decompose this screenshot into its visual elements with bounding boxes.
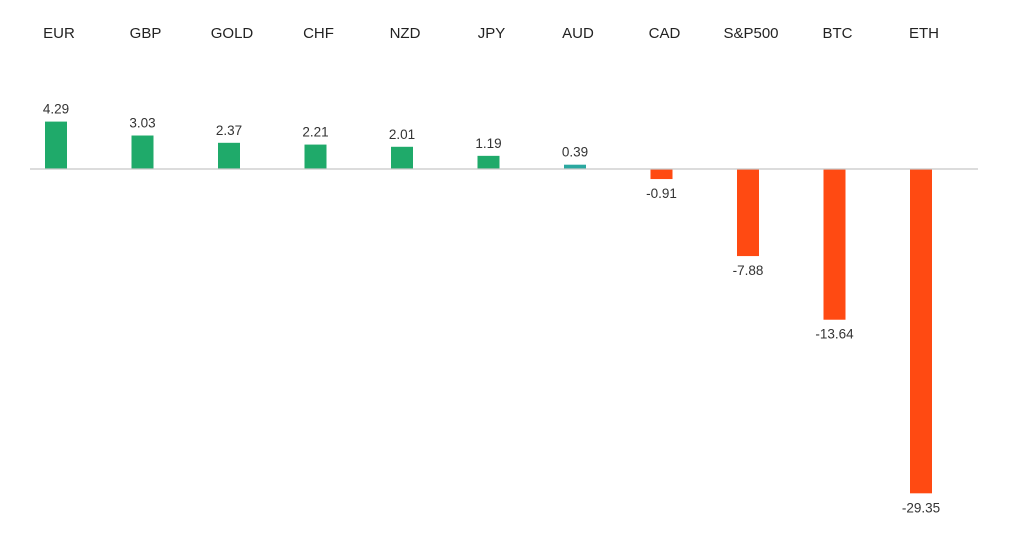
category-label-btc: BTC: [823, 25, 853, 42]
category-labels: EUR GBP GOLD CHF NZD JPY AUD CAD S&P500 BTC ETH: [43, 25, 939, 42]
category-label-chf: CHF: [303, 25, 334, 42]
bar-aud: [564, 164, 586, 169]
value-label-nzd: 2.01: [389, 127, 415, 142]
bar-cad: [650, 169, 673, 180]
bar-btc: [823, 169, 846, 320]
bar-nzd: [391, 146, 413, 169]
value-labels: 4.29 3.03 2.37 2.21 2.01 1.19 0.39 -0.91 -7.88 -1…: [43, 102, 940, 516]
value-label-aud: 0.39: [562, 145, 588, 160]
bar-eth: [910, 169, 932, 494]
bar-s-p500: [737, 169, 759, 257]
bar-gold: [218, 142, 240, 169]
category-label-jpy: JPY: [478, 25, 506, 42]
value-label-gold: 2.37: [216, 123, 242, 138]
value-label-eth: -29.35: [902, 500, 940, 515]
category-label-eth: ETH: [909, 25, 939, 42]
category-label-gbp: GBP: [130, 25, 162, 42]
value-label-btc: -13.64: [815, 327, 854, 342]
category-label-gold: GOLD: [211, 25, 254, 42]
bar-gbp: [131, 135, 154, 169]
value-label-eur: 4.29: [43, 102, 69, 117]
category-label-cad: CAD: [649, 25, 681, 42]
category-label-aud: AUD: [562, 25, 594, 42]
value-label-chf: 2.21: [302, 125, 328, 140]
category-label-s-p500: S&P500: [723, 25, 778, 42]
value-label-s-p500: -7.88: [733, 263, 764, 278]
category-label-nzd: NZD: [390, 25, 421, 42]
category-label-eur: EUR: [43, 25, 75, 42]
bar-chf: [304, 144, 327, 169]
bars: [45, 121, 932, 494]
value-label-cad: -0.91: [646, 186, 677, 201]
value-label-gbp: 3.03: [129, 116, 155, 131]
value-label-jpy: 1.19: [475, 136, 501, 151]
bar-eur: [45, 121, 67, 169]
bar-jpy: [477, 155, 500, 169]
